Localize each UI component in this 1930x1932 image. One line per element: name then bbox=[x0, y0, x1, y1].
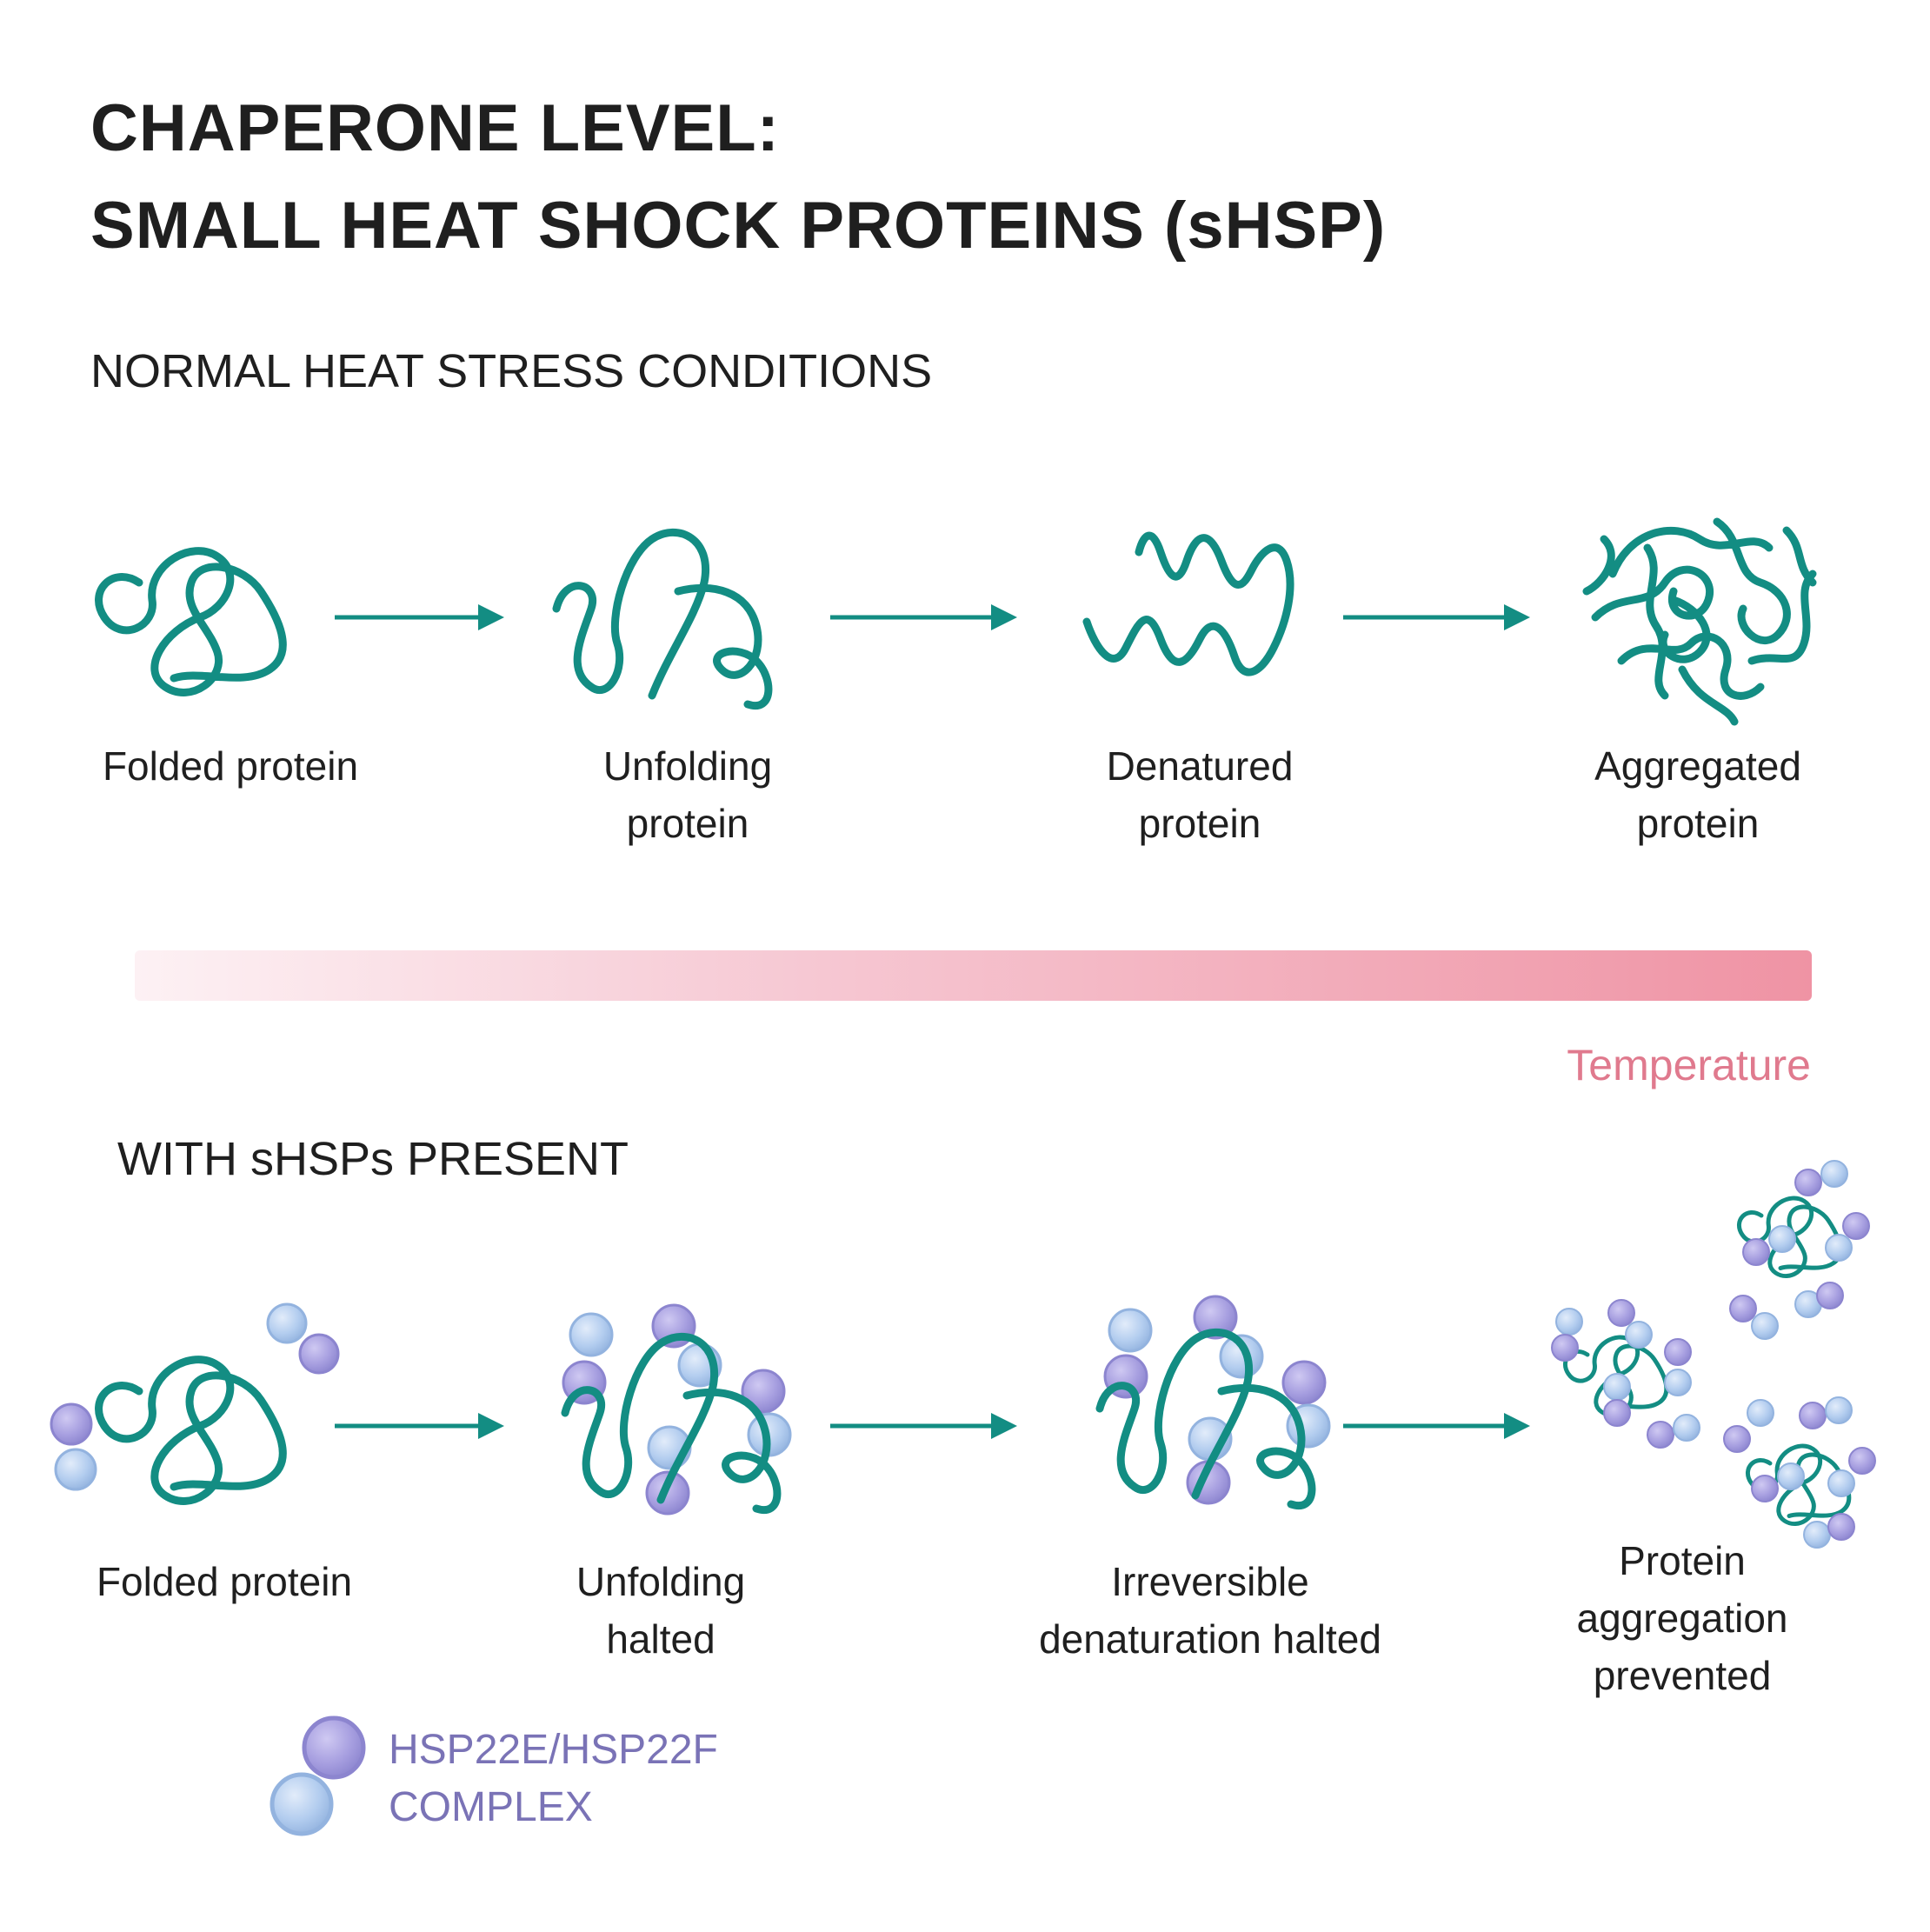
aggregation-prevented-group bbox=[1551, 1160, 1876, 1549]
legend-label: HSP22E/HSP22F COMPLEX bbox=[389, 1727, 718, 1830]
legend-hsp22-complex-icon bbox=[270, 1715, 366, 1836]
bottom-row-heading: WITH sHSPs PRESENT bbox=[117, 1133, 629, 1185]
denatured-protein-icon bbox=[1087, 536, 1290, 672]
folded-protein-icon bbox=[99, 551, 283, 693]
unfolding-protein-icon bbox=[556, 532, 769, 705]
bottom-stage-3-label: Irreversible denaturation halted bbox=[1039, 1559, 1381, 1662]
top-stage-3-label: Denatured protein bbox=[1106, 743, 1294, 846]
top-stage-2-label: Unfolding protein bbox=[602, 743, 773, 846]
temperature-gradient-bar bbox=[135, 950, 1812, 1001]
bottom-stage-1-label: Folded protein bbox=[96, 1559, 353, 1604]
bottom-denaturation-halted-group bbox=[1100, 1295, 1331, 1506]
bottom-stage-2-label: Unfolding halted bbox=[576, 1559, 746, 1662]
aggregated-protein-icon bbox=[1587, 522, 1813, 722]
bottom-folded-protein-group bbox=[50, 1302, 340, 1501]
top-stage-1-label: Folded protein bbox=[102, 743, 359, 789]
bottom-unfolding-halted-group bbox=[563, 1303, 792, 1516]
bottom-stage-4-label: Protein aggregation prevented bbox=[1576, 1538, 1788, 1698]
top-stage-4-label: Aggregated protein bbox=[1594, 743, 1801, 846]
top-row-heading: NORMAL HEAT STRESS CONDITIONS bbox=[90, 345, 933, 397]
temperature-label: Temperature bbox=[1567, 1041, 1811, 1089]
title-line-1: CHAPERONE LEVEL: bbox=[90, 91, 780, 165]
title-line-2: SMALL HEAT SHOCK PROTEINS (sHSP) bbox=[90, 189, 1387, 263]
